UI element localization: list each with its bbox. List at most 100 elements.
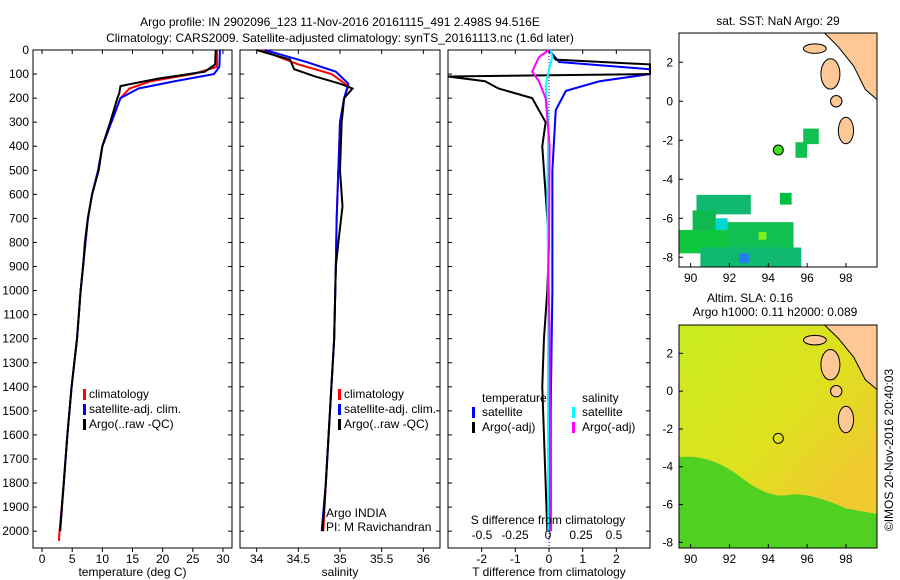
y-tick-label: -2 — [662, 133, 673, 147]
x-tick-label: 34 — [250, 552, 264, 566]
island-land — [802, 334, 827, 346]
sst-cell — [700, 247, 802, 267]
legend-swatch — [472, 407, 475, 418]
y-tick-label: -6 — [662, 498, 673, 512]
series-argo-raw-qc- — [59, 49, 217, 532]
legend-swatch — [83, 404, 86, 415]
y-tick-label: 600 — [9, 187, 29, 201]
legend-swatch — [472, 422, 475, 433]
island-land — [837, 116, 855, 145]
y-tick-label: 2 — [666, 346, 673, 360]
map-frame — [678, 32, 878, 268]
x-axis-label: salinity — [322, 565, 359, 579]
y-tick-label: 100 — [9, 67, 29, 81]
x-tick-label: 92 — [723, 271, 737, 285]
temperature-panel: 0 5 10 15 20 25 30 temperature (deg C) 0 100 200 30… — [2, 43, 233, 579]
s-tick-label: -0.5 — [472, 528, 493, 542]
sumatra-land — [823, 33, 877, 101]
legend-swatch — [572, 407, 575, 418]
y-tick-label: 700 — [9, 211, 29, 225]
map-title: Altim. SLA: 0.16 — [707, 291, 793, 305]
map-subtitle: Argo h1000: 0.11 h2000: 0.089 — [693, 305, 858, 319]
y-tick-label: 800 — [9, 235, 29, 249]
y-tick-label: -8 — [662, 250, 673, 264]
sst-cell — [758, 231, 767, 240]
x-tick-label: 1 — [579, 552, 586, 566]
y-tick-label: 500 — [9, 163, 29, 177]
y-tick-label: 1800 — [2, 476, 29, 490]
legend-label: satellite — [582, 405, 623, 419]
argo-position-marker — [772, 432, 784, 444]
x-tick-label: 98 — [839, 552, 853, 566]
salinity-panel: 34 34.5 35 35.5 36 salinity climatologysatelli… — [239, 49, 441, 579]
legend-swatch — [83, 419, 86, 430]
legend-swatch — [338, 419, 341, 430]
x-tick-label: 35 — [333, 552, 347, 566]
x-tick-label: -2 — [476, 552, 487, 566]
y-tick-label: 1100 — [3, 308, 29, 322]
difference-panel: -2 -1 0 1 2T difference from climatology temp… — [447, 49, 651, 579]
x-tick-label: 96 — [800, 552, 814, 566]
x-tick-label: -1 — [510, 552, 521, 566]
legend-label: Argo(..raw -QC) — [344, 417, 429, 431]
sst-map: 90 92 94 96 98 2 0 -2 -4 -6 -8 sat. SST: NaN Argo: … — [662, 14, 878, 285]
legend-label: Argo(..raw -QC) — [89, 417, 174, 431]
series-s-argo-adj- — [531, 49, 552, 532]
x-axis-label: temperature (deg C) — [78, 565, 186, 579]
y-tick-label: -4 — [662, 460, 673, 474]
legend-label: climatology — [344, 387, 404, 401]
title-line2: Climatology: CARS2009. Satellite-adjuste… — [106, 31, 574, 45]
y-tick-label: -4 — [662, 172, 673, 186]
map-title: sat. SST: NaN Argo: 29 — [716, 14, 840, 28]
x-tick-label: 10 — [96, 552, 110, 566]
y-tick-label: 0 — [22, 43, 29, 57]
s-axis-label: S difference from climatology — [471, 513, 626, 527]
y-tick-label: 200 — [9, 91, 29, 105]
x-tick-label: 98 — [839, 271, 853, 285]
x-tick-label: 30 — [216, 552, 230, 566]
sst-cell — [795, 142, 808, 158]
sla-map: 90 92 94 96 98 2 0 -2 -4 -6 -8 Altim. SLA: 0.16Argo… — [662, 291, 878, 566]
sst-cell — [739, 253, 749, 264]
x-tick-label: 94 — [762, 271, 776, 285]
y-tick-label: -6 — [662, 211, 673, 225]
x-tick-label: 90 — [684, 552, 698, 566]
sst-cell — [692, 210, 716, 234]
x-tick-label: 25 — [186, 552, 200, 566]
series-t-satellite — [548, 49, 651, 532]
y-tick-label: 1400 — [2, 380, 29, 394]
x-tick-label: 5 — [69, 552, 76, 566]
y-tick-label: 1600 — [2, 428, 29, 442]
x-tick-label: 0 — [546, 552, 553, 566]
y-tick-label: 1000 — [2, 284, 29, 298]
sst-cell — [803, 128, 819, 145]
y-tick-label: 1500 — [2, 404, 29, 418]
y-tick-label: 0 — [666, 384, 673, 398]
series-argo-raw-qc- — [256, 49, 355, 532]
s-tick-label: 0.25 — [569, 528, 593, 542]
x-tick-label: 96 — [800, 271, 814, 285]
island-land — [802, 43, 827, 54]
x-tick-label: 36 — [417, 552, 431, 566]
y-tick-label: 1300 — [2, 356, 29, 370]
x-tick-label: 92 — [723, 552, 737, 566]
y-tick-label: 300 — [9, 115, 29, 129]
island-land — [837, 405, 855, 434]
sst-cell — [696, 194, 751, 215]
island-land — [820, 58, 841, 90]
x-tick-label: 34.5 — [287, 552, 311, 566]
sla-low-region — [679, 456, 877, 548]
argo-position-marker — [772, 144, 784, 156]
y-tick-label: 900 — [9, 260, 29, 274]
legend-label: satellite — [482, 405, 523, 419]
x-tick-label: 2 — [613, 552, 620, 566]
legend-label: satellite-adj. clim. — [344, 402, 436, 416]
x-axis-label: T difference from climatology — [472, 565, 626, 579]
sumatra-land — [823, 325, 877, 391]
island-land — [820, 348, 841, 381]
y-tick-label: 0 — [666, 94, 673, 108]
annotation: PI: M Ravichandran — [326, 520, 431, 534]
legend-label: Argo(-adj) — [482, 420, 535, 434]
x-tick-label: 0 — [39, 552, 46, 566]
